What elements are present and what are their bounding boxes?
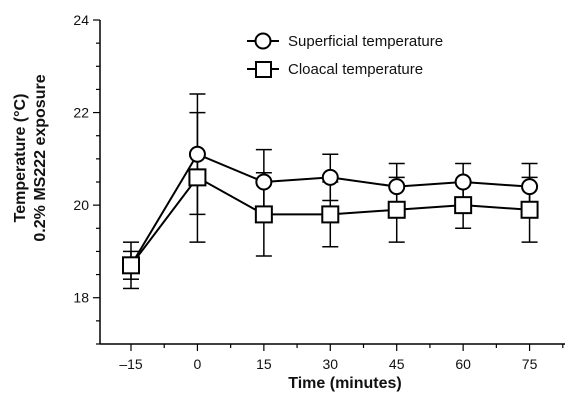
y-ticks: 18 20 22 24	[73, 12, 100, 345]
series-layer	[122, 93, 539, 290]
data-point-square	[122, 256, 140, 275]
x-tick-label: –15	[119, 356, 143, 372]
legend-item-superficial: Superficial temperature	[247, 32, 443, 50]
data-point-circle	[454, 173, 472, 191]
data-point-circle	[388, 178, 406, 196]
x-tick-label: 60	[455, 356, 471, 372]
x-ticks: –15 0 15 30 45 60 75	[119, 344, 564, 372]
x-tick-label: 30	[322, 356, 338, 372]
data-point-circle	[188, 145, 206, 163]
y-tick-label: 20	[73, 197, 89, 213]
legend: Superficial temperature Cloacal temperat…	[247, 32, 443, 78]
data-point-square	[188, 168, 207, 187]
y-tick-label: 22	[73, 105, 89, 121]
markers-cloacal	[122, 168, 539, 275]
data-point-square	[387, 200, 406, 219]
legend-square-marker-icon	[255, 61, 272, 78]
data-point-circle	[521, 178, 539, 196]
y-axis-title-line1: Temperature (°C)	[12, 94, 29, 223]
data-point-square	[321, 205, 340, 224]
series-cloacal	[123, 111, 538, 280]
data-point-square	[254, 205, 273, 224]
data-point-square	[520, 200, 539, 219]
x-tick-label: 0	[194, 356, 202, 372]
legend-circle-marker-icon	[254, 32, 272, 50]
legend-item-cloacal: Cloacal temperature	[247, 61, 423, 78]
y-tick-label: 18	[73, 290, 89, 306]
x-tick-label: 15	[256, 356, 272, 372]
x-axis-title: Time (minutes)	[288, 375, 402, 392]
data-point-circle	[321, 168, 339, 186]
x-tick-label: 75	[522, 356, 538, 372]
y-axis-title-line2: 0.2% MS222 exposure	[32, 74, 49, 241]
legend-label-cloacal: Cloacal temperature	[288, 61, 423, 78]
data-point-square	[454, 196, 473, 215]
data-point-circle	[255, 173, 273, 191]
y-tick-label: 24	[73, 12, 89, 28]
x-tick-label: 45	[389, 356, 405, 372]
legend-label-superficial: Superficial temperature	[288, 33, 443, 50]
